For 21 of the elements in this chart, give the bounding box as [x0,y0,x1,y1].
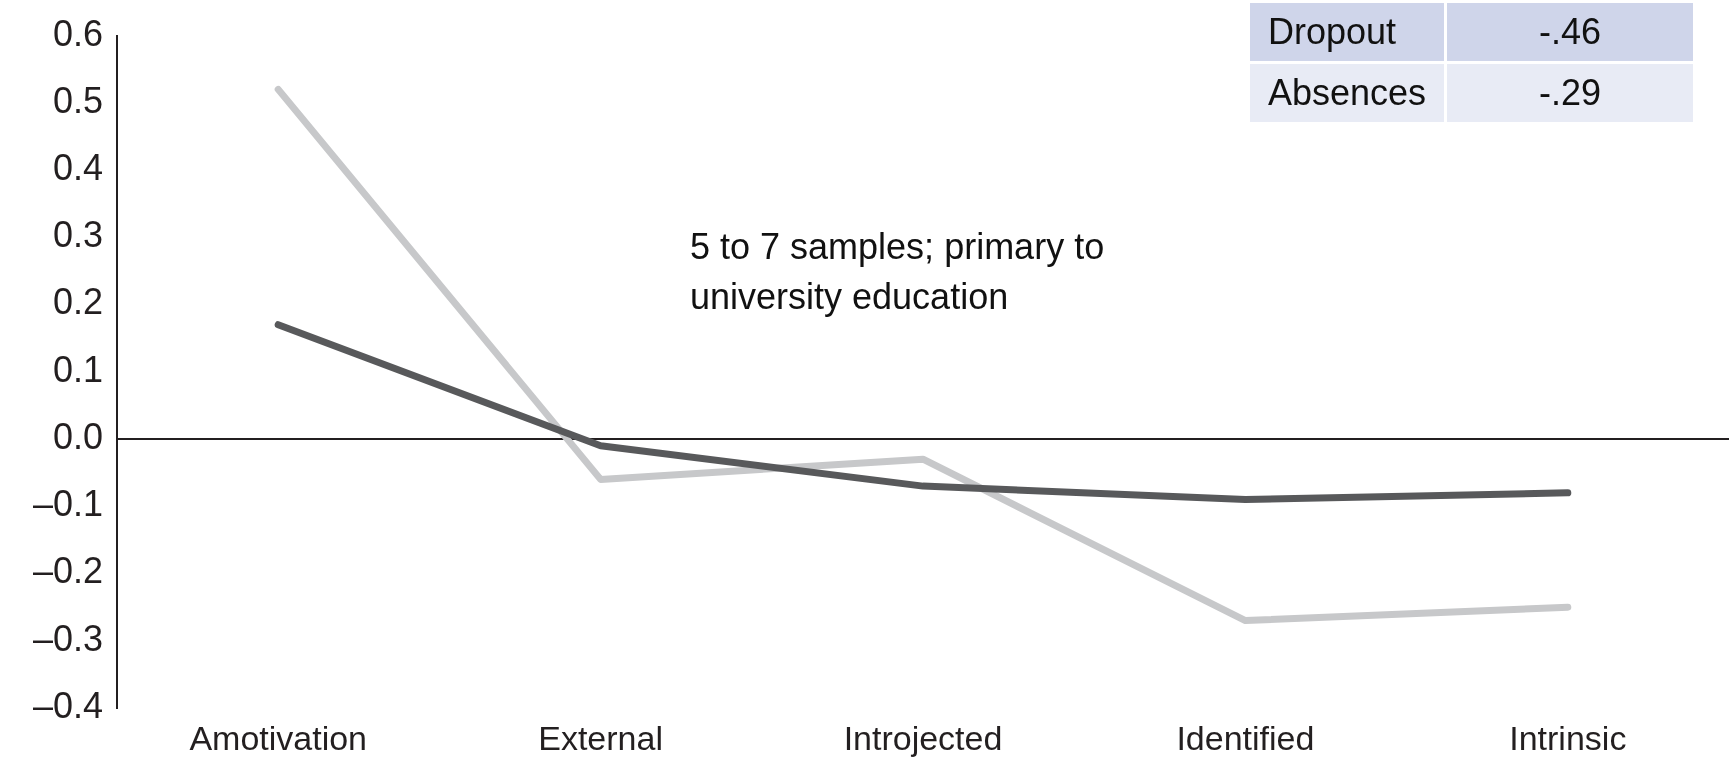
y-tick-label: 0.6 [52,12,103,54]
x-tick-label: Identified [1176,718,1315,757]
annotation: -.46 [1447,3,1694,61]
y-tick-label: –0.3 [32,617,103,659]
y-tick-label: 0.4 [52,147,103,188]
y-tick-label: –0.2 [32,550,103,592]
annotation: Absences [1250,64,1445,122]
x-tick-label: Amotivation [189,718,368,757]
y-tick-label: –0.4 [32,684,103,726]
annotation: -.29 [1447,64,1694,122]
annotation: 5 to 7 samples; primary to university education [690,225,1106,319]
y-tick-label: 0.5 [52,79,103,121]
y-tick-label: –0.1 [32,483,103,525]
y-tick-label: 0.1 [52,348,103,390]
y-tick-label: 0.0 [52,415,103,457]
y-tick-label: 0.3 [52,214,103,256]
x-tick-label: Intrinsic [1509,718,1627,757]
y-tick-label: 0.2 [52,281,103,323]
x-tick-label: External [538,718,663,757]
x-tick-label: Introjected [843,718,1003,757]
annotation: Dropout [1250,3,1445,61]
